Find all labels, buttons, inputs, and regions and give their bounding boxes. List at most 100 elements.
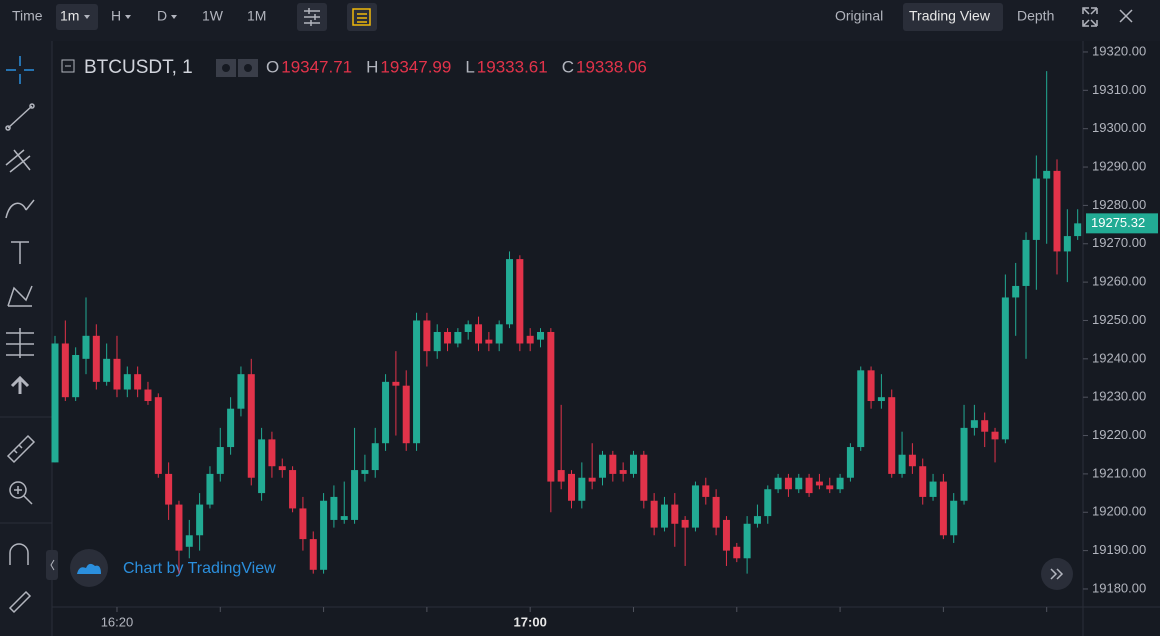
- candle-body: [371, 443, 379, 471]
- candle-body: [609, 454, 617, 474]
- candle-body: [764, 489, 772, 517]
- settings-icon: [304, 8, 320, 26]
- candle-body: [919, 466, 927, 497]
- candle-body: [485, 339, 493, 344]
- candle-body: [1063, 236, 1071, 252]
- candle-body: [526, 335, 534, 344]
- candle-body: [681, 519, 689, 528]
- fullscreen-icon[interactable]: [1082, 7, 1098, 27]
- ohlc-value: 19333.61: [477, 57, 548, 76]
- candle-body: [454, 331, 462, 344]
- candle-body: [402, 385, 410, 444]
- y-tick-label: 19260.00: [1092, 274, 1146, 289]
- candle-body: [495, 324, 503, 344]
- candle-body: [278, 466, 286, 471]
- candle-body: [733, 546, 741, 559]
- candle-body: [51, 343, 59, 463]
- candle-body: [795, 477, 803, 490]
- candle-body: [516, 259, 524, 344]
- candle-body: [774, 477, 782, 490]
- candle-body: [413, 320, 421, 444]
- candle-body: [722, 519, 730, 551]
- candle-body: [92, 335, 100, 382]
- dropdown-arrow: [125, 15, 131, 19]
- candle-body: [846, 447, 854, 478]
- candle-body: [475, 324, 483, 344]
- symbol: BTCUSDT, 1: [84, 57, 193, 78]
- last-price-box: [1086, 213, 1158, 234]
- dropdown-arrow: [171, 15, 177, 19]
- last-price-label: 19275.32: [1091, 215, 1145, 230]
- ohlc-value: 19338.06: [576, 57, 647, 76]
- candle-body: [805, 477, 813, 494]
- view-tab[interactable]: Trading View: [909, 8, 991, 24]
- candle-body: [908, 454, 916, 467]
- selected-view[interactable]: [903, 3, 1003, 31]
- interval: Time: [12, 8, 43, 24]
- candle-body: [815, 481, 823, 486]
- candle-body: [1074, 223, 1082, 237]
- candle-body: [123, 374, 131, 390]
- interval[interactable]: H: [111, 8, 121, 24]
- candle-body: [103, 358, 111, 382]
- y-tick-label: 19290.00: [1092, 158, 1146, 173]
- drawing-tools[interactable]: [5, 56, 36, 614]
- candle-body: [939, 481, 947, 536]
- legend-toggle[interactable]: [61, 59, 75, 73]
- candle-body: [877, 397, 885, 402]
- candle-body: [557, 470, 565, 482]
- candle-body: [671, 504, 679, 524]
- candle-body: [629, 454, 637, 474]
- ohlc-label: O: [266, 57, 279, 76]
- interval[interactable]: 1M: [247, 8, 266, 24]
- y-tick-label: 19230.00: [1092, 389, 1146, 404]
- ohlc-value: 19347.99: [380, 57, 451, 76]
- candle-body: [175, 504, 183, 551]
- y-tick-label: 19210.00: [1092, 465, 1146, 480]
- info-button[interactable]: [347, 3, 377, 31]
- candle-body: [960, 427, 968, 501]
- interval[interactable]: 1m: [60, 8, 79, 24]
- candle-body: [702, 485, 710, 497]
- candle-body: [423, 320, 431, 352]
- candle-body: [578, 477, 586, 501]
- candle-body: [619, 470, 627, 474]
- candle-body: [588, 477, 596, 482]
- view-tab[interactable]: Original: [835, 8, 883, 24]
- y-tick-label: 19200.00: [1092, 504, 1146, 519]
- selected-interval[interactable]: [56, 4, 98, 30]
- candle-body: [888, 397, 896, 474]
- candle-body: [640, 454, 648, 501]
- ohlc-label: L: [465, 57, 474, 76]
- candle-body: [351, 470, 359, 520]
- y-tick-label: 19240.00: [1092, 350, 1146, 365]
- candle-body: [929, 481, 937, 497]
- interval[interactable]: D: [157, 8, 167, 24]
- candle-body: [433, 331, 441, 352]
- candle-body: [309, 539, 317, 570]
- candle-body: [898, 454, 906, 474]
- close-icon[interactable]: [1119, 9, 1133, 23]
- y-tick-label: 19190.00: [1092, 542, 1146, 557]
- candle-body: [991, 431, 999, 440]
- candle-body: [227, 408, 235, 448]
- candle-body: [650, 500, 658, 528]
- candle-body: [1001, 297, 1009, 440]
- collapse-tab[interactable]: [46, 550, 58, 580]
- y-tick-label: 19250.00: [1092, 312, 1146, 327]
- x-tick-label: 17:00: [514, 614, 547, 629]
- candle-body: [568, 473, 575, 501]
- candle-body: [1012, 285, 1020, 298]
- gear-icon: [244, 64, 252, 72]
- interval[interactable]: 1W: [202, 8, 224, 24]
- info-icon: [352, 8, 371, 26]
- view-tab[interactable]: Depth: [1017, 8, 1054, 24]
- candle-body: [206, 473, 214, 505]
- collapse-arrow: [50, 559, 55, 571]
- candle-body: [1043, 170, 1051, 179]
- left-toolbar: [0, 41, 52, 636]
- candle-body: [826, 485, 834, 490]
